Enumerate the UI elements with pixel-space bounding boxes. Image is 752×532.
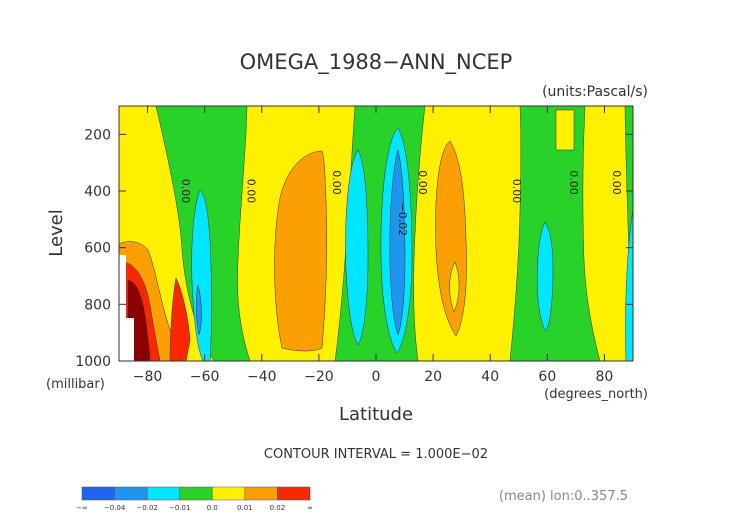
colorbar-label: −0.01 bbox=[169, 504, 190, 512]
field-yellow-north-high bbox=[582, 106, 633, 361]
contour-label: 0.00 bbox=[610, 170, 623, 195]
colorbar: −∞ −0.04 −0.02 −0.01 0.0 0.01 0.02 ∞ bbox=[76, 486, 313, 512]
x-tick-label: −60 bbox=[190, 369, 220, 385]
x-tick-label: 40 bbox=[481, 369, 499, 385]
field-missing bbox=[119, 255, 134, 361]
x-tick-label: −40 bbox=[247, 369, 277, 385]
colorbar-swatch bbox=[179, 486, 213, 501]
y-tick-label: 800 bbox=[84, 297, 111, 313]
colorbar-label: −0.04 bbox=[104, 504, 126, 512]
colorbar-label: −0.02 bbox=[136, 504, 157, 512]
field-blue-south-60 bbox=[195, 284, 202, 336]
field-cyan-south-7 bbox=[345, 149, 369, 346]
colorbar-swatch bbox=[244, 486, 278, 501]
field-yellow-north-mid-small bbox=[555, 109, 575, 151]
contour-label: −0.02 bbox=[396, 202, 409, 236]
contour-fields bbox=[119, 106, 633, 361]
colorbar-swatch bbox=[146, 486, 180, 501]
x-units-label: (degrees_north) bbox=[544, 387, 648, 402]
colorbar-label: ∞ bbox=[307, 504, 313, 512]
contour-label: 0.00 bbox=[179, 179, 192, 204]
y-tick-label: 200 bbox=[84, 127, 111, 143]
field-yellow-inner-north bbox=[449, 261, 460, 313]
colorbar-label: 0.01 bbox=[237, 504, 253, 512]
field-orange-south-subtropic bbox=[274, 150, 328, 352]
colorbar-swatch bbox=[212, 486, 246, 501]
colorbar-label: 0.0 bbox=[207, 504, 218, 512]
y-axis: 200 400 600 800 1000 bbox=[75, 127, 633, 370]
contour-label: 0.00 bbox=[510, 179, 523, 204]
x-tick-label: −80 bbox=[133, 369, 163, 385]
field-yellow-north-mid bbox=[413, 106, 522, 361]
contour-label: 0.00 bbox=[245, 179, 258, 204]
field-blue-north-8 bbox=[389, 149, 406, 336]
field-red-south-ridge bbox=[169, 277, 191, 361]
x-axis: −80 −60 −40 −20 0 20 40 60 80 bbox=[133, 106, 614, 385]
y-axis-label: Level bbox=[46, 209, 67, 257]
mean-note: (mean) lon:0..357.5 bbox=[499, 489, 628, 504]
colorbar-label: −∞ bbox=[76, 504, 88, 512]
y-units-label: (millibar) bbox=[46, 377, 105, 392]
field-cyan-north-60 bbox=[537, 221, 554, 332]
y-tick-label: 600 bbox=[84, 241, 111, 257]
units-label: (units:Pascal/s) bbox=[542, 84, 648, 100]
y-tick-label: 1000 bbox=[75, 354, 111, 370]
contour-labels: 0.00 0.00 0.00 −0.02 0.00 0.00 0.00 0.00 bbox=[179, 170, 623, 236]
colorbar-swatch bbox=[114, 486, 148, 501]
contour-label: 0.00 bbox=[567, 170, 580, 195]
chart-title: OMEGA_1988−ANN_NCEP bbox=[240, 50, 513, 75]
contour-interval: CONTOUR INTERVAL = 1.000E−02 bbox=[264, 447, 488, 462]
x-tick-label: −20 bbox=[304, 369, 334, 385]
x-axis-label: Latitude bbox=[339, 404, 413, 425]
contour-label: 0.00 bbox=[330, 170, 343, 195]
colorbar-swatch bbox=[81, 486, 115, 501]
x-tick-label: 80 bbox=[596, 369, 614, 385]
contour-label: 0.00 bbox=[416, 170, 429, 195]
x-tick-label: 0 bbox=[372, 369, 381, 385]
x-tick-label: 20 bbox=[424, 369, 442, 385]
colorbar-swatch bbox=[277, 486, 311, 501]
colorbar-label: 0.02 bbox=[270, 504, 286, 512]
y-tick-label: 400 bbox=[84, 184, 111, 200]
x-tick-label: 60 bbox=[538, 369, 556, 385]
